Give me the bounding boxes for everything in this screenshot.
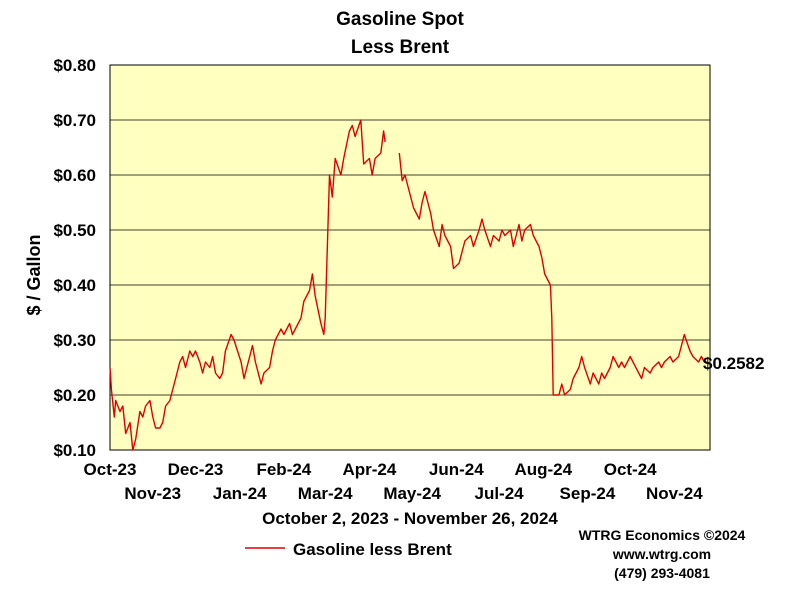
y-tick-label: $0.60 xyxy=(53,166,96,185)
x-tick-label: Sep-24 xyxy=(560,484,616,503)
series-lines xyxy=(109,119,711,451)
x-tick-label: Mar-24 xyxy=(298,484,353,503)
website-text: www.wtrg.com xyxy=(612,546,711,562)
y-axis-label: $ / Gallon xyxy=(24,234,44,315)
x-tick-label: Jul-24 xyxy=(475,484,525,503)
plot-area xyxy=(109,64,711,451)
x-tick-label: Jun-24 xyxy=(429,460,484,479)
series-line xyxy=(109,119,386,451)
copyright-text: WTRG Economics ©2024 xyxy=(579,527,746,543)
gridlines xyxy=(110,64,710,451)
y-tick-label: $0.20 xyxy=(53,386,96,405)
phone-text: (479) 293-4081 xyxy=(614,565,710,581)
y-tick-label: $0.40 xyxy=(53,276,96,295)
x-tick-label: Nov-23 xyxy=(124,484,181,503)
y-tick-label: $0.70 xyxy=(53,111,96,130)
chart-title-line-2: Less Brent xyxy=(351,37,450,58)
x-tick-label: Feb-24 xyxy=(256,460,311,479)
y-tick-label: $0.80 xyxy=(53,56,96,75)
x-tick-label: Dec-23 xyxy=(168,460,224,479)
series-line xyxy=(398,152,711,396)
legend-label: Gasoline less Brent xyxy=(293,540,452,559)
x-tick-label: Aug-24 xyxy=(514,460,572,479)
y-tick-label: $0.50 xyxy=(53,221,96,240)
chart-title-line-1: Gasoline Spot xyxy=(336,9,464,30)
x-tick-label: Nov-24 xyxy=(646,484,703,503)
x-tick-label: Oct-23 xyxy=(84,460,137,479)
x-tick-label: Jan-24 xyxy=(213,484,267,503)
x-tick-labels: Oct-23 Dec-23 Feb-24 Apr-24 Jun-24 Aug-24 Oct-… xyxy=(84,460,704,503)
y-tick-label: $0.10 xyxy=(53,441,96,460)
x-tick-label: Oct-24 xyxy=(604,460,657,479)
last-value-label: $0.2582 xyxy=(703,354,764,373)
date-range-label: October 2, 2023 - November 26, 2024 xyxy=(262,509,558,528)
x-tick-label: May-24 xyxy=(383,484,441,503)
y-tick-labels: $0.10 $0.20 $0.30 $0.40 $0.50 $0.60 $0.70 $0.80 xyxy=(53,56,96,460)
x-tick-label: Apr-24 xyxy=(342,460,396,479)
y-tick-label: $0.30 xyxy=(53,331,96,350)
